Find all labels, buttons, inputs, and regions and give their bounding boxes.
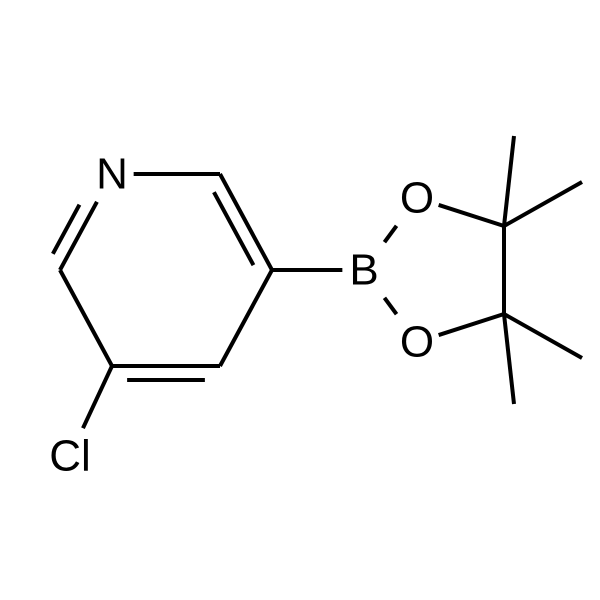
bond-line [83, 366, 112, 428]
atom-label-n: N [96, 150, 128, 199]
bond-line [60, 202, 97, 270]
atom-label-o: O [400, 318, 434, 367]
atom-label-cl: Cl [49, 432, 91, 481]
bond-line [220, 270, 272, 366]
bond-line [504, 314, 514, 404]
molecule-diagram: N Cl BO O [0, 0, 600, 600]
bond-line [504, 182, 582, 226]
bond-line [384, 298, 396, 314]
bond-line [439, 314, 504, 335]
bond-line [504, 136, 514, 226]
bond-line [384, 226, 396, 242]
bond-line [439, 205, 504, 226]
bond-line [53, 205, 80, 254]
bond-line [60, 270, 112, 366]
bond-line [220, 174, 272, 270]
atom-label-o: O [400, 174, 434, 223]
bond-line [504, 314, 582, 358]
atom-label-b: B [349, 246, 378, 295]
